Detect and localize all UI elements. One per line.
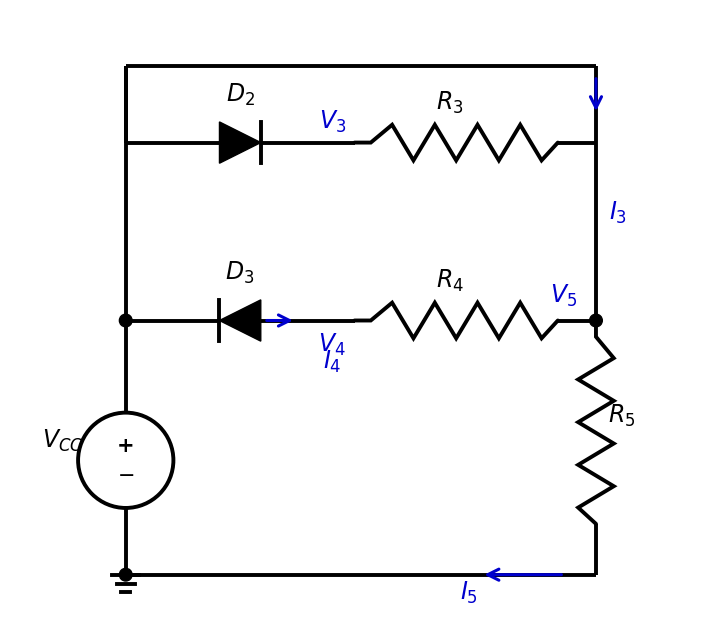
Text: $I_3$: $I_3$ — [609, 199, 627, 226]
Text: +: + — [117, 437, 135, 456]
Polygon shape — [220, 300, 261, 341]
Text: $V_4$: $V_4$ — [318, 331, 346, 358]
Text: $D_2$: $D_2$ — [225, 82, 255, 108]
Circle shape — [119, 314, 132, 327]
Text: $R_3$: $R_3$ — [436, 90, 464, 116]
Text: $R_4$: $R_4$ — [436, 268, 464, 294]
Text: $R_5$: $R_5$ — [608, 403, 635, 429]
Text: $V_5$: $V_5$ — [549, 283, 577, 310]
Text: $V_{CC}$: $V_{CC}$ — [42, 428, 83, 454]
Text: $D_3$: $D_3$ — [225, 260, 255, 286]
Text: $I_4$: $I_4$ — [323, 349, 342, 375]
Text: $I_5$: $I_5$ — [460, 579, 478, 606]
Circle shape — [590, 314, 603, 327]
Text: $V_3$: $V_3$ — [318, 109, 346, 135]
Text: $-$: $-$ — [117, 464, 135, 485]
Polygon shape — [220, 122, 261, 163]
Circle shape — [119, 569, 132, 581]
